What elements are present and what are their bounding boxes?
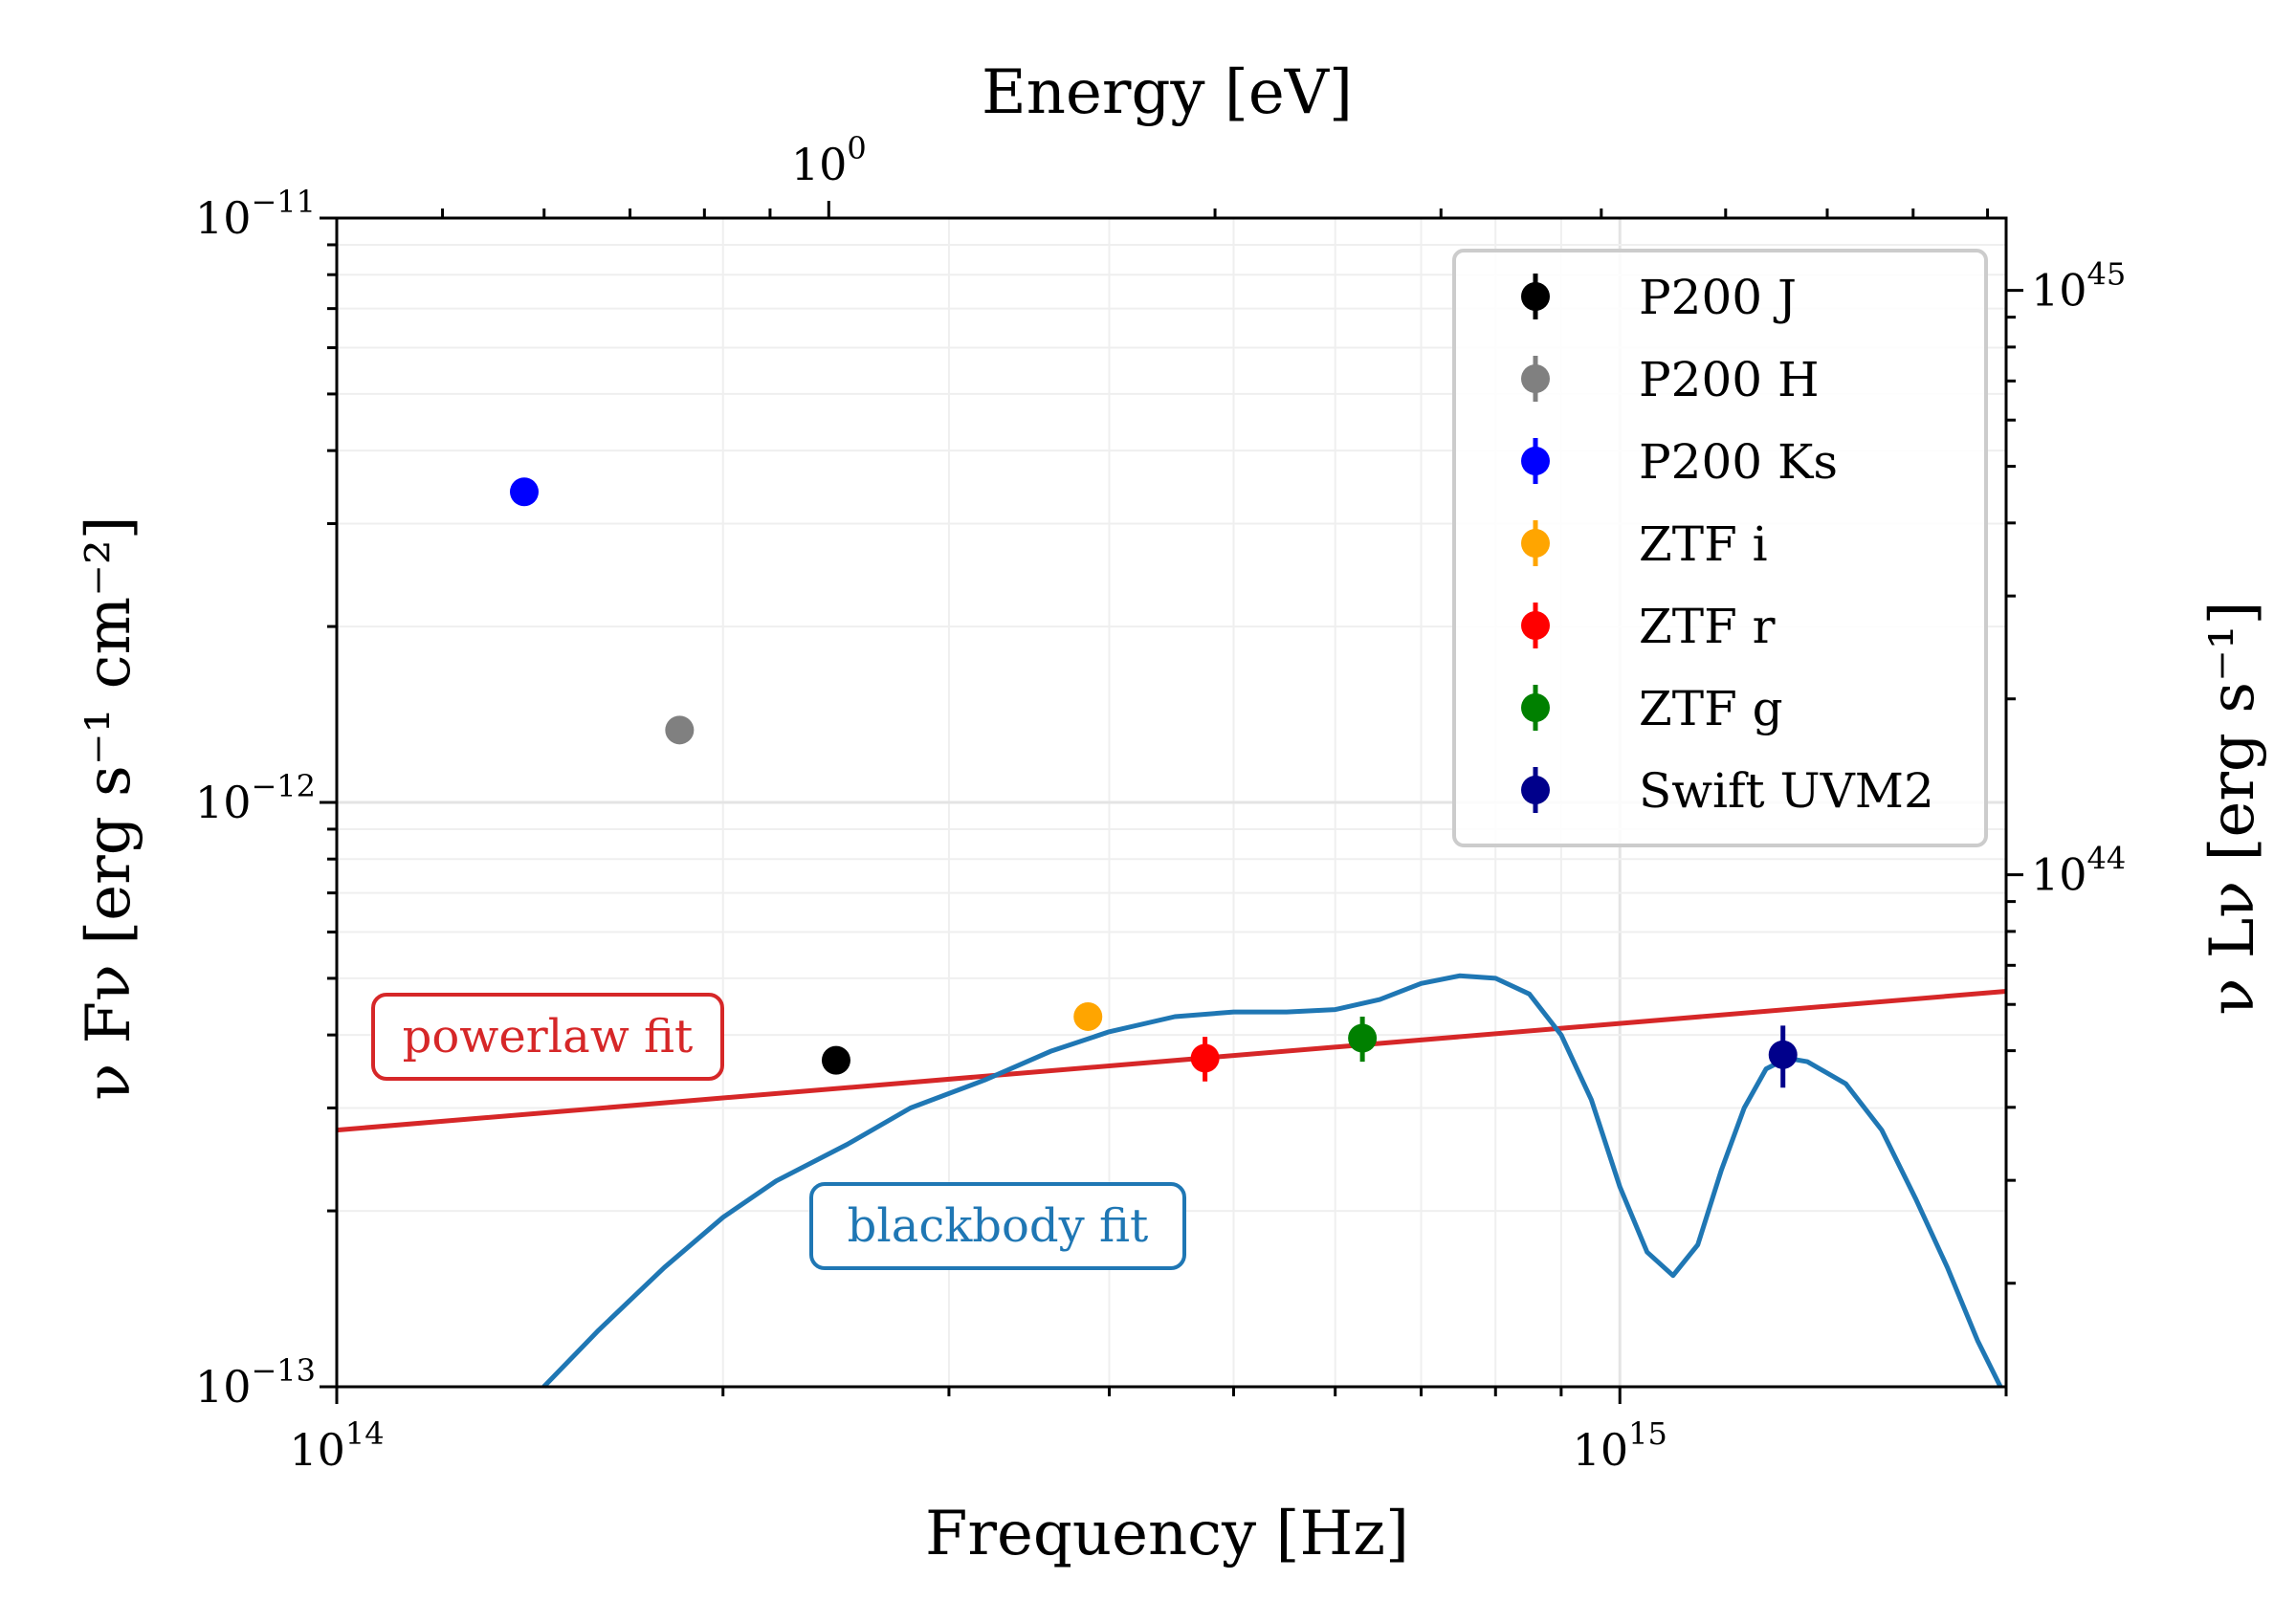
y-right-tick-label-base: 10 <box>2031 265 2087 317</box>
blackbody-fit-label: blackbody fit <box>848 1199 1149 1253</box>
y-tick-label-exponent: −13 <box>251 1352 316 1389</box>
data-point <box>1768 1040 1798 1069</box>
legend-marker <box>1521 611 1550 640</box>
y-right-tick-label: 1045 <box>2031 256 2126 317</box>
legend-label: ZTF r <box>1639 599 1776 654</box>
data-point <box>1348 1023 1378 1053</box>
legend-marker <box>1521 364 1550 393</box>
y-tick-label-base: 10 <box>195 1361 252 1413</box>
blackbody-fit-curve <box>541 973 2003 1389</box>
legend-marker <box>1521 693 1550 722</box>
x-top-axis-label: Energy [eV] <box>982 57 1353 128</box>
x-top-tick-label-exponent: 0 <box>847 130 866 166</box>
legend-marker <box>1521 447 1550 475</box>
y-right-tick-label: 1044 <box>2031 841 2126 901</box>
legend-label: Swift UVM2 <box>1639 763 1934 819</box>
x-tick-label-base: 10 <box>1573 1424 1629 1476</box>
y-right-tick-label-exponent: 45 <box>2087 256 2127 293</box>
y-tick-label-exponent: −11 <box>251 184 316 220</box>
y-right-tick-label-base: 10 <box>2031 849 2087 901</box>
x-tick-label-exponent: 15 <box>1628 1415 1667 1452</box>
y-tick-label-exponent: −12 <box>251 768 316 804</box>
fit-curves <box>336 973 2007 1389</box>
legend-marker <box>1521 282 1550 311</box>
legend-label: P200 J <box>1639 270 1797 325</box>
data-point <box>665 715 695 745</box>
y-tick-label-base: 10 <box>195 777 252 828</box>
y-tick-label: 10−12 <box>195 768 316 828</box>
y-tick-label: 10−11 <box>195 184 316 244</box>
legend-box <box>1452 249 1988 847</box>
data-point <box>509 477 539 507</box>
x-top-tick-label-base: 10 <box>791 139 848 190</box>
legend-marker <box>1521 529 1550 558</box>
powerlaw-fit-line <box>336 989 2007 1133</box>
blackbody-fit-label-box <box>809 1182 1186 1270</box>
data-point <box>1073 1001 1103 1031</box>
y-tick-label: 10−13 <box>195 1352 316 1413</box>
powerlaw-fit-label: powerlaw fit <box>403 1010 694 1064</box>
legend-label: ZTF g <box>1639 681 1783 736</box>
legend-label: P200 Ks <box>1639 434 1838 490</box>
x-top-tick-label: 100 <box>791 130 867 190</box>
legend: P200 J P200 H P200 Ks ZTF i ZTF r ZTF g Swift … <box>1452 249 1988 847</box>
y-right-axis-label: ν Lν [erg s⁻¹] <box>2197 602 2268 1016</box>
x-tick-label: 1015 <box>1573 1415 1667 1476</box>
legend-label: ZTF i <box>1639 516 1768 572</box>
x-tick-label-exponent: 14 <box>345 1415 385 1452</box>
fit-annotations: powerlaw fit blackbody fit <box>371 993 1186 1270</box>
y-right-tick-label-exponent: 44 <box>2087 841 2127 877</box>
powerlaw-fit-label-box <box>371 993 724 1081</box>
x-axis-label: Frequency [Hz] <box>925 1499 1409 1569</box>
legend-marker <box>1521 776 1550 804</box>
x-tick-label-base: 10 <box>289 1424 345 1476</box>
data-point <box>1190 1043 1220 1073</box>
x-tick-label: 1014 <box>289 1415 384 1476</box>
data-points <box>509 477 1798 1088</box>
data-point <box>821 1045 850 1075</box>
legend-label: P200 H <box>1639 352 1820 407</box>
y-tick-label-base: 10 <box>195 192 252 244</box>
y-axis-label: ν Fν [erg s⁻¹ cm⁻²] <box>74 515 144 1100</box>
